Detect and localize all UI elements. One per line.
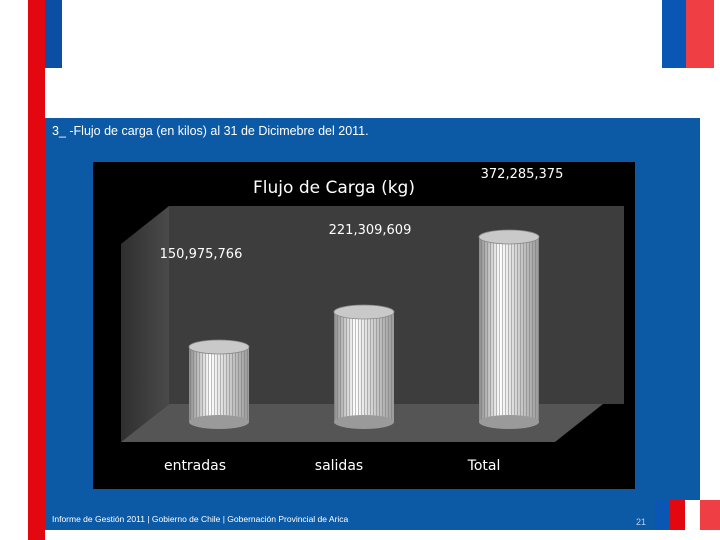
category-label: Total — [467, 458, 501, 474]
bar-stripes — [479, 237, 539, 422]
bar-top — [333, 304, 395, 320]
category-label: entradas — [164, 458, 226, 474]
chart-side-wall — [121, 206, 169, 442]
logo-red-block — [686, 0, 714, 68]
bar-Total — [478, 229, 540, 429]
bar-chart: Flujo de Carga (kg) 150,975,766 entradas 2… — [121, 167, 624, 474]
chart-title: Flujo de Carga (kg) — [253, 178, 415, 198]
footer-blue-block — [655, 500, 669, 530]
footer-text: Informe de Gestión 2011 | Gobierno de Ch… — [52, 514, 349, 524]
bar-base — [479, 415, 539, 429]
bar-top — [478, 229, 540, 245]
bar-base — [189, 415, 249, 429]
value-label: 372,285,375 — [481, 167, 564, 182]
slide-headline: 3_ -Flujo de carga (en kilos) al 31 de D… — [52, 124, 369, 138]
bar-stripes — [189, 346, 249, 422]
logo-blue-block — [662, 0, 686, 68]
bar-entradas — [188, 339, 250, 429]
chart-container: Flujo de Carga (kg) 150,975,766 entradas 2… — [93, 162, 635, 489]
footer-red-block-2 — [700, 500, 720, 530]
value-label: 221,309,609 — [329, 223, 412, 238]
bar-top — [188, 339, 250, 355]
footer-white-block — [685, 500, 700, 530]
bar-stripes — [334, 312, 394, 422]
footer-red-block — [669, 500, 685, 530]
left-red-stripe — [28, 0, 45, 540]
left-blue-stripe — [45, 0, 62, 68]
value-label: 150,975,766 — [160, 247, 243, 262]
bar-base — [334, 415, 394, 429]
category-label: salidas — [315, 458, 363, 474]
bar-salidas — [333, 304, 395, 429]
page-number: 21 — [636, 517, 647, 527]
